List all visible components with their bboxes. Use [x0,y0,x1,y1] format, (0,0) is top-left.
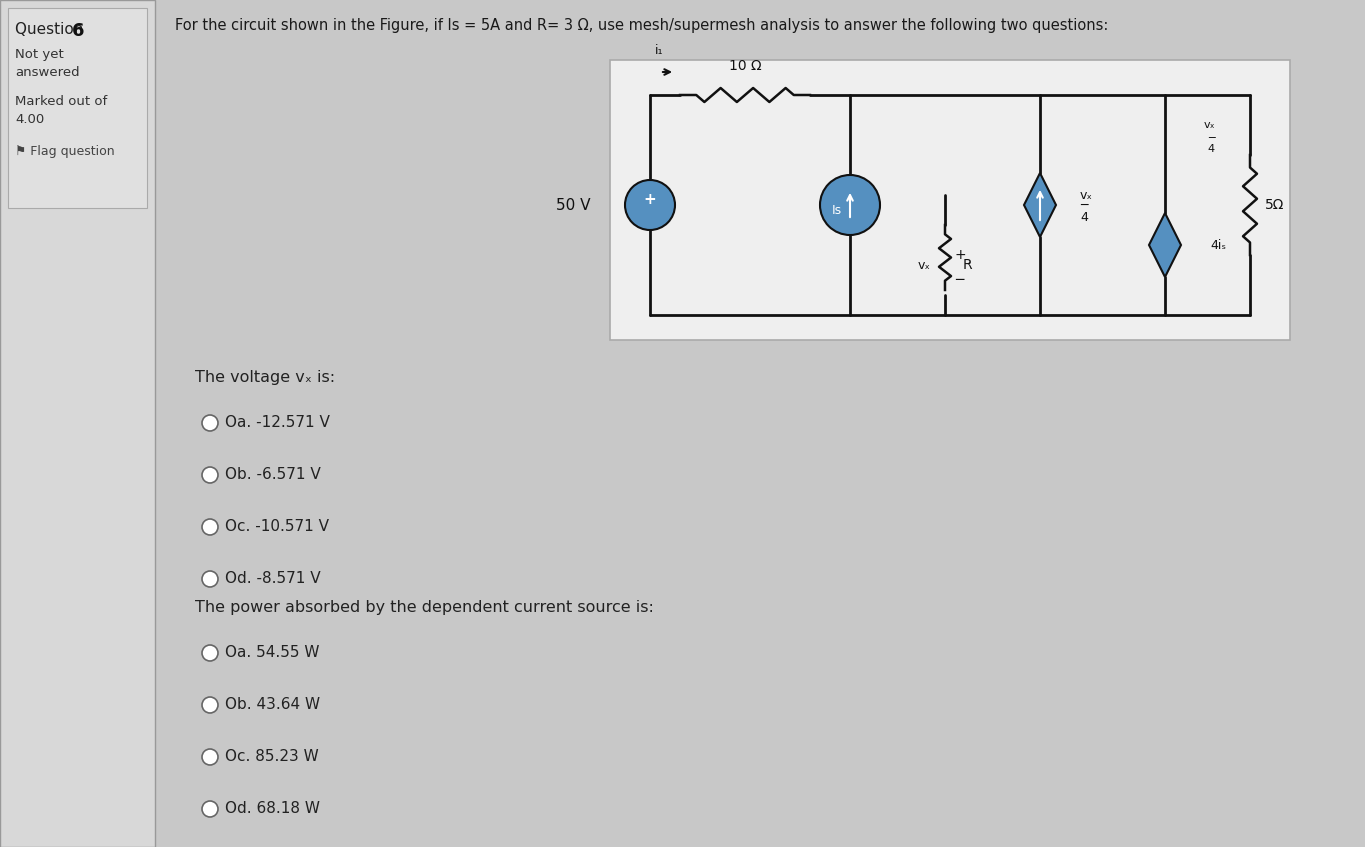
Bar [610,60,1290,340]
Text: Ob. 43.64 W: Ob. 43.64 W [225,697,321,712]
Text: Od. -8.571 V: Od. -8.571 V [225,571,321,586]
Text: Marked out of: Marked out of [15,95,108,108]
Text: answered: answered [15,66,79,79]
Text: ─: ─ [955,273,964,287]
Text: Oa. -12.571 V: Oa. -12.571 V [225,415,330,430]
Text: ─: ─ [1208,132,1215,142]
Circle shape [202,697,218,713]
Polygon shape [1149,213,1181,277]
Bar [0,0,156,847]
Text: Is: Is [831,203,842,217]
Text: +: + [955,248,966,262]
Text: 4.00: 4.00 [15,113,44,126]
Text: 4iₛ: 4iₛ [1209,239,1226,252]
Text: ⚑ Flag question: ⚑ Flag question [15,145,115,158]
Text: Od. 68.18 W: Od. 68.18 W [225,801,319,816]
Text: The power absorbed by the dependent current source is:: The power absorbed by the dependent curr… [195,600,654,615]
Circle shape [820,175,880,235]
Circle shape [202,519,218,535]
Text: R: R [962,258,973,272]
Text: vₓ: vₓ [1204,120,1215,130]
Circle shape [202,801,218,817]
Bar [8,8,147,208]
Text: ─: ─ [1080,198,1088,212]
Circle shape [202,749,218,765]
Text: Oc. -10.571 V: Oc. -10.571 V [225,519,329,534]
Text: 6: 6 [72,22,85,40]
Text: For the circuit shown in the Figure, if Is = 5A and R= 3 Ω, use mesh/supermesh a: For the circuit shown in the Figure, if … [175,18,1108,33]
Polygon shape [1024,173,1057,237]
Circle shape [202,571,218,587]
Text: Question: Question [15,22,89,37]
Text: 4: 4 [1080,211,1088,224]
Text: vₓ: vₓ [917,258,930,272]
Text: Not yet: Not yet [15,48,64,61]
Text: 10 Ω: 10 Ω [729,59,762,73]
Circle shape [202,467,218,483]
Text: 50 V: 50 V [556,197,590,213]
Text: The voltage vₓ is:: The voltage vₓ is: [195,370,336,385]
Circle shape [625,180,676,230]
Text: vₓ: vₓ [1080,189,1093,202]
Text: Oa. 54.55 W: Oa. 54.55 W [225,645,319,660]
Text: 4: 4 [1208,144,1215,154]
Circle shape [202,645,218,661]
Text: 5Ω: 5Ω [1265,198,1284,212]
Text: +: + [644,191,657,207]
Text: Ob. -6.571 V: Ob. -6.571 V [225,467,321,482]
Circle shape [202,415,218,431]
Text: i₁: i₁ [655,44,663,57]
Text: Oc. 85.23 W: Oc. 85.23 W [225,749,319,764]
